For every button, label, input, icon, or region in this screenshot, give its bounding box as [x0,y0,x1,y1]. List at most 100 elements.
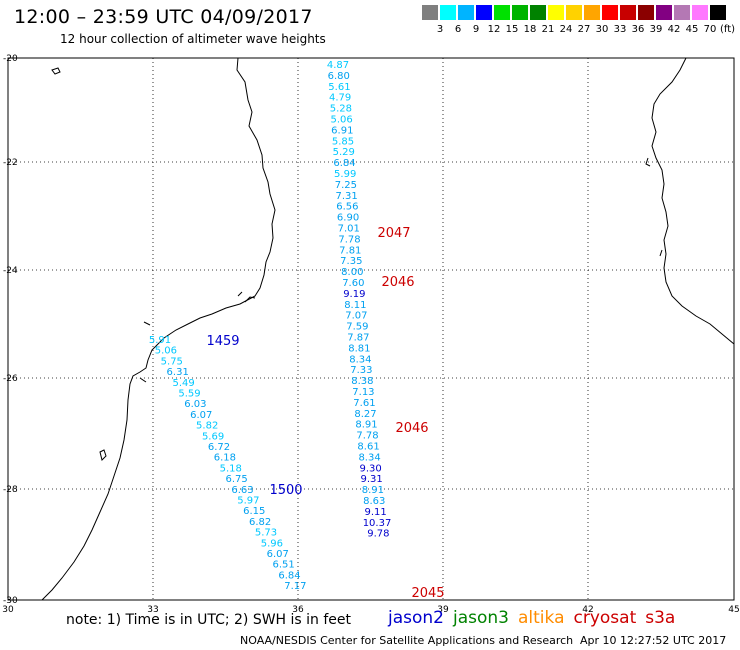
legend-label: 21 [541,24,555,35]
satellite-legend: jason2 jason3 altika cryosat s3a [388,608,684,628]
wave-height-value: 7.78 [338,234,360,245]
pass-number-label: 2045 [411,586,444,601]
wave-height-value: 7.81 [339,245,361,256]
latitude-label: -22 [3,158,18,168]
wave-height-value: 7.78 [356,431,378,442]
legend-swatch [710,5,726,20]
wave-height-value: 8.63 [363,496,385,507]
legend-label: 24 [559,24,573,35]
legend-label: 15 [505,24,519,35]
altimeter-tracks: 4.876.805.614.795.285.066.915.855.296.84… [149,60,391,592]
legend-label: 39 [649,24,663,35]
wave-height-value: 6.31 [167,367,189,378]
africa-coastline [41,57,276,601]
wave-height-value: 5.91 [149,335,171,346]
wave-height-value: 6.03 [184,399,206,410]
wave-height-value: 5.06 [155,346,177,357]
wave-height-value: 7.01 [338,224,360,235]
wave-height-value: 6.72 [208,442,230,453]
wave-height-value: 5.85 [332,136,354,147]
legend-swatch [584,5,600,20]
wave-height-value: 6.80 [328,71,350,82]
wave-height-value: 6.07 [267,549,289,560]
legend-swatch [620,5,636,20]
latitude-label: -26 [3,374,18,384]
wave-height-value: 6.07 [190,410,212,421]
wave-height-value: 7.13 [352,387,374,398]
legend-swatch [422,5,438,20]
page-subtitle: 12 hour collection of altimeter wave hei… [60,32,326,46]
wave-height-value: 5.61 [328,82,350,93]
legend-swatch [458,5,474,20]
wave-height-value: 7.31 [335,191,357,202]
wave-height-value: 8.38 [351,376,373,387]
wave-height-value: 5.59 [178,389,200,400]
wave-height-value: 5.49 [172,378,194,389]
satellite-cryosat: cryosat [573,608,637,628]
wave-height-value: 6.51 [273,560,295,571]
wave-height-value: 7.07 [345,311,367,322]
wave-height-value: 5.96 [261,538,283,549]
latitude-labels: -20 -22 -24 -26 -28 -30 [3,54,18,606]
pass-number-label: 2047 [377,226,410,241]
legend-label: 3 [436,24,444,35]
wave-height-value: 6.84 [278,570,300,581]
credit-text: NOAA/NESDIS Center for Satellite Applica… [240,634,574,647]
legend-swatch [512,5,528,20]
wave-height-value: 6.91 [331,125,353,136]
wave-height-value: 9.11 [365,507,387,518]
wave-height-value: 6.56 [336,202,358,213]
wave-height-value: 8.00 [341,267,363,278]
wave-height-value: 4.87 [327,60,349,71]
wave-height-value: 6.15 [243,506,265,517]
wave-height-value: 8.11 [344,300,366,311]
satellite-s3a: s3a [645,608,676,628]
madagascar-detail [645,157,663,257]
legend-swatch [476,5,492,20]
wave-height-value: 7.33 [350,365,372,376]
wave-height-value: 6.90 [337,213,359,224]
wave-height-value: 7.61 [353,398,375,409]
wave-height-value: 9.78 [367,529,389,540]
longitude-label: 30 [2,605,14,615]
wave-height-value: 7.35 [340,256,362,267]
legend-swatch [692,5,708,20]
wave-height-value: 7.60 [342,278,364,289]
island-outline [51,67,61,75]
satellite-altika: altika [518,608,565,628]
longitude-label: 39 [437,605,449,615]
longitude-label: 33 [147,605,158,615]
latitude-label: -30 [3,596,18,606]
graticule [8,58,734,600]
legend-label: 30 [595,24,609,35]
latitude-label: -24 [3,266,18,276]
lake-outline [99,449,107,461]
legend-swatch [440,5,456,20]
legend-label: 33 [613,24,627,35]
wave-height-value: 7.25 [335,180,357,191]
pass-number-label: 2046 [395,421,428,436]
legend-unit: (ft) [720,24,736,35]
satellite-jason2: jason2 [388,608,444,628]
wave-height-value: 6.82 [249,517,271,528]
latitude-label: -20 [3,54,18,64]
credit-line: NOAA/NESDIS Center for Satellite Applica… [240,634,726,647]
legend-label: 70 [703,24,717,35]
wave-height-value: 5.82 [196,421,218,432]
page-title: 12:00 – 23:59 UTC 04/09/2017 [14,6,313,28]
wave-height-value: 6.84 [333,158,355,169]
legend-label: 27 [577,24,591,35]
wave-height-value: 5.99 [334,169,356,180]
coast-detail [237,291,256,303]
wave-height-value: 8.91 [355,420,377,431]
wave-height-value: 8.81 [348,343,370,354]
pass-number-label: 1500 [269,483,302,498]
latitude-label: -28 [3,485,18,495]
legend-swatch [638,5,654,20]
wave-height-value: 5.06 [330,115,352,126]
longitude-labels: 30 33 36 39 42 45 [2,605,739,615]
wave-height-value: 8.34 [358,452,380,463]
longitude-label: 45 [728,605,739,615]
legend-label: 36 [631,24,645,35]
